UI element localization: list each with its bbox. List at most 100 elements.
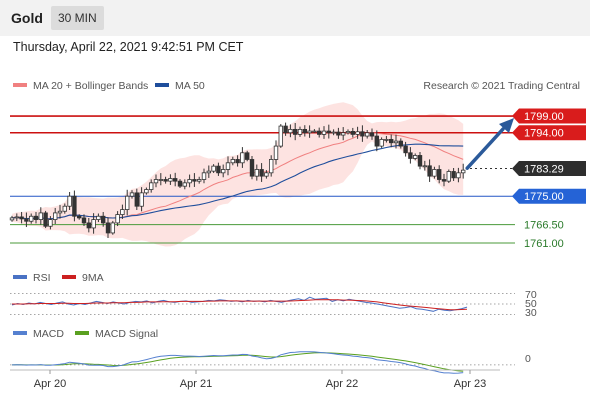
instrument-title: Gold — [11, 10, 43, 26]
candle-body — [345, 131, 351, 134]
candle — [350, 127, 355, 138]
candle-body — [254, 169, 259, 177]
candle — [417, 151, 423, 170]
candle-body — [206, 170, 211, 174]
candle — [441, 173, 447, 187]
candle — [451, 168, 456, 181]
ma50-legend-swatch — [155, 83, 169, 87]
candle-body — [456, 172, 461, 179]
candle — [53, 207, 58, 225]
candle-body — [158, 179, 163, 181]
candle-body — [168, 178, 173, 182]
timestamp: Thursday, April 22, 2021 9:42:51 PM CET — [13, 40, 244, 54]
candle-body — [384, 139, 389, 141]
candle-body — [264, 172, 269, 177]
candle-body — [14, 216, 19, 219]
candle — [326, 124, 331, 139]
rsi-ma-legend-swatch — [62, 275, 76, 279]
candle — [288, 124, 293, 138]
candle-body — [369, 132, 375, 137]
candle-body — [350, 131, 355, 135]
ma20-legend-swatch — [13, 83, 27, 87]
candle — [129, 190, 135, 199]
candle — [57, 204, 63, 219]
candle — [77, 214, 82, 220]
candle-body — [57, 210, 63, 214]
candle — [206, 165, 211, 178]
candle — [139, 187, 144, 212]
candle-body — [182, 182, 187, 187]
ma50-legend: MA 50 — [175, 80, 205, 92]
candle-body — [101, 215, 106, 224]
candle-body — [187, 179, 192, 184]
candle — [364, 130, 370, 139]
candle — [316, 127, 322, 138]
candle — [307, 125, 312, 138]
candle-body — [355, 131, 360, 135]
candle — [278, 124, 283, 148]
candle-body — [436, 169, 442, 180]
candle-body — [427, 165, 432, 177]
candle — [422, 160, 427, 171]
candle — [192, 173, 197, 187]
candle-body — [336, 131, 341, 136]
candle — [201, 168, 207, 184]
candle — [91, 213, 96, 234]
candle — [336, 127, 341, 139]
x-tick-label: Apr 22 — [326, 378, 358, 390]
macd-signal-legend-swatch — [75, 331, 89, 335]
candle-body — [134, 192, 139, 207]
rsi-tick-70: 70 — [525, 289, 537, 301]
candle — [14, 213, 19, 222]
candle — [340, 127, 346, 141]
candle-body — [388, 139, 394, 144]
candle — [292, 122, 298, 141]
candle — [244, 150, 250, 162]
candle-body — [96, 215, 101, 220]
rsi-legend-swatch — [13, 275, 27, 279]
candle-body — [129, 192, 135, 197]
candle — [72, 190, 77, 222]
candle — [43, 210, 48, 229]
candle — [33, 212, 39, 224]
candle — [384, 135, 389, 143]
last-label-box — [512, 161, 586, 177]
candle-body — [225, 162, 231, 170]
candle-body — [192, 179, 197, 182]
candle-body — [28, 215, 34, 222]
candle-body — [125, 195, 130, 210]
ma20-legend: MA 20 + Bollinger Bands — [33, 80, 148, 92]
candle-body — [24, 218, 29, 222]
resistance-label: 1794.00 — [524, 128, 564, 140]
bollinger-band — [12, 102, 464, 247]
candle — [38, 207, 43, 225]
candle-body — [451, 171, 456, 179]
candle — [456, 167, 461, 183]
macd-legend-swatch — [13, 331, 27, 335]
candle — [168, 174, 173, 185]
candle-body — [9, 217, 15, 221]
candle-body — [43, 212, 48, 227]
candle — [110, 220, 115, 235]
candle — [436, 165, 442, 184]
candle-body — [220, 169, 226, 174]
macd-signal-line — [11, 352, 464, 372]
support-label: 1766.50 — [524, 220, 564, 232]
candle — [403, 141, 408, 157]
candle-body — [244, 152, 250, 160]
candle — [432, 166, 437, 179]
candle — [115, 211, 120, 227]
last-label: 1783.29 — [524, 164, 564, 176]
candle-body — [316, 130, 322, 135]
candle — [268, 155, 274, 177]
candle-body — [412, 155, 418, 159]
candle — [182, 179, 187, 190]
candle-body — [62, 205, 67, 212]
candle — [388, 134, 394, 148]
timeframe-badge[interactable]: 30 MIN — [51, 6, 104, 30]
rsi-tick-50: 50 — [525, 298, 537, 310]
candle-body — [273, 145, 279, 160]
candle — [196, 176, 202, 184]
candle-body — [393, 140, 399, 144]
macd-tick-0: 0 — [525, 353, 531, 365]
